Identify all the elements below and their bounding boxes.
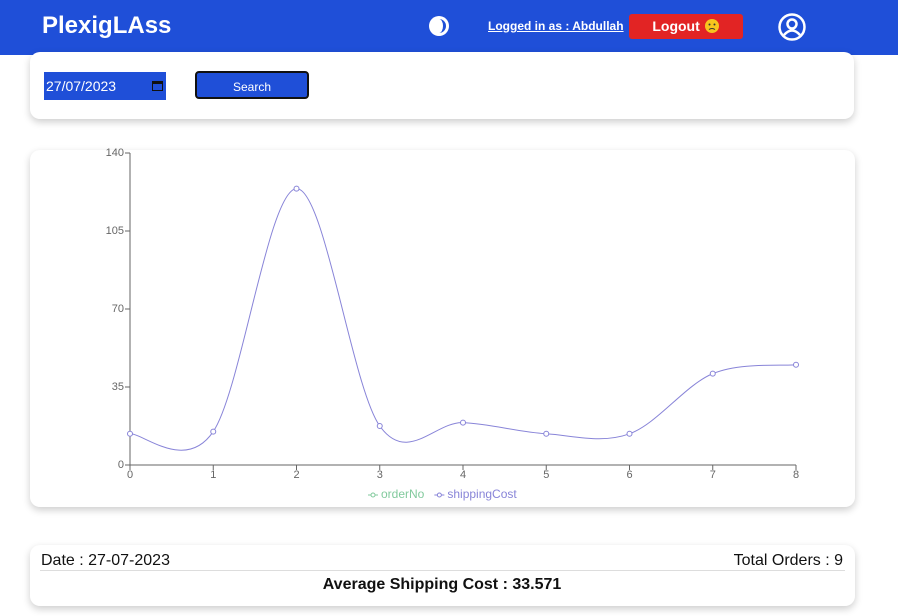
emoji — [704, 19, 719, 33]
logout-button[interactable]: Logout — [629, 14, 743, 39]
x-tick-label: 2 — [293, 469, 299, 481]
x-tick-label: 5 — [543, 469, 549, 481]
search-button[interactable]: Search — [195, 71, 309, 99]
y-tick-label: 35 — [112, 381, 124, 393]
y-tick-label: 140 — [106, 147, 124, 159]
logout-label: Logout — [652, 18, 700, 34]
x-tick-label: 6 — [626, 469, 632, 481]
y-tick-label: 0 — [118, 459, 124, 471]
y-tick-label: 105 — [106, 225, 124, 237]
point — [626, 430, 633, 437]
x-tick-label: 1 — [210, 469, 216, 481]
summary-card — [30, 545, 855, 606]
point — [793, 361, 799, 368]
point — [709, 370, 716, 377]
x-tick-label: 4 — [460, 469, 466, 481]
point — [376, 423, 383, 429]
x-tick-label: 8 — [793, 469, 799, 481]
profile-icon[interactable] — [777, 12, 807, 42]
legend-swatch-dot — [370, 492, 376, 498]
x-tick-label: 7 — [710, 469, 716, 481]
x-tick-label: 0 — [127, 469, 133, 481]
point — [127, 430, 133, 437]
y-tick-label: 70 — [112, 303, 124, 315]
line — [129, 188, 797, 451]
point — [293, 185, 300, 192]
date-value: 27/07/2023 — [46, 78, 117, 94]
divider — [40, 570, 845, 571]
legend-label: orderNo — [381, 487, 425, 501]
point — [460, 419, 466, 426]
theme-icon[interactable] — [427, 14, 451, 38]
summary-total: Total Orders : 9 — [733, 552, 843, 569]
legend-swatch-dot — [436, 492, 442, 498]
x-tick-label: 3 — [377, 469, 383, 481]
date-input[interactable]: 27/07/2023 — [44, 72, 166, 100]
calendar-icon — [152, 81, 163, 91]
point — [210, 428, 217, 435]
user-link[interactable]: Logged in as : Abdullah — [488, 19, 624, 33]
header: PlexigLAss Logged in as : Abdullah Logou… — [0, 0, 898, 55]
legend-label: shippingCost — [447, 487, 517, 501]
summary-date: Date : 27-07-2023 — [41, 552, 170, 569]
summary-average: Average Shipping Cost : 33.571 — [322, 576, 562, 593]
filter-card — [30, 52, 854, 119]
point — [543, 430, 550, 437]
brand[interactable]: PlexigLAss — [42, 12, 172, 39]
